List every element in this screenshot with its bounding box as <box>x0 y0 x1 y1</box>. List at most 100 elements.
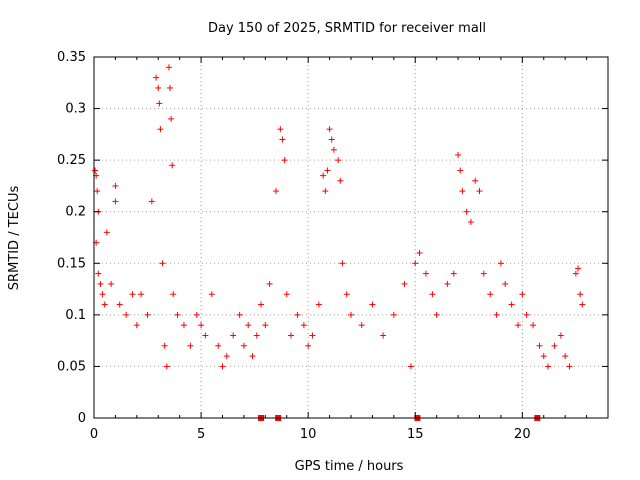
data-point <box>322 188 329 195</box>
data-point <box>545 363 552 370</box>
data-point <box>497 260 504 267</box>
data-point <box>444 280 451 287</box>
y-tick-label: 0.3 <box>65 102 86 117</box>
data-point <box>101 301 108 308</box>
data-point <box>326 126 333 133</box>
data-point <box>279 136 286 143</box>
x-axis-label: GPS time / hours <box>295 459 404 474</box>
data-point <box>99 291 106 298</box>
grid <box>94 57 608 418</box>
data-point <box>515 322 522 329</box>
data-point <box>262 322 269 329</box>
data-point <box>208 291 215 298</box>
x-tick-label: 0 <box>90 427 98 442</box>
data-point <box>168 115 175 122</box>
data-point <box>281 157 288 164</box>
data-point <box>240 342 247 349</box>
y-tick-label: 0.35 <box>57 50 86 65</box>
data-point <box>339 260 346 267</box>
data-point <box>129 291 136 298</box>
data-point <box>116 301 123 308</box>
data-point <box>487 291 494 298</box>
data-point <box>133 322 140 329</box>
plot-frame <box>93 56 609 419</box>
data-point <box>153 74 160 81</box>
data-point <box>167 84 174 91</box>
data-point <box>575 265 582 272</box>
data-point <box>523 311 530 318</box>
x-tick-label: 15 <box>407 427 424 442</box>
y-tick-label: 0.2 <box>65 205 86 220</box>
data-point <box>266 280 273 287</box>
y-axis-label: SRMTID / TECUs <box>7 186 22 291</box>
data-point <box>163 363 170 370</box>
data-point <box>467 219 474 226</box>
data-point <box>94 188 101 195</box>
data-point <box>103 229 110 236</box>
data-point <box>249 353 256 360</box>
data-point <box>328 136 335 143</box>
data-point <box>155 84 162 91</box>
x-tick-label: 10 <box>300 427 317 442</box>
data-point <box>112 182 119 189</box>
data-point <box>562 353 569 360</box>
data-point <box>390 311 397 318</box>
data-point <box>519 291 526 298</box>
data-point <box>148 198 155 205</box>
data-point <box>180 322 187 329</box>
data-point <box>476 188 483 195</box>
data-point <box>416 249 423 256</box>
data-point <box>95 270 102 277</box>
data-point <box>337 177 344 184</box>
data-point <box>324 167 331 174</box>
data-point <box>245 322 252 329</box>
data-point <box>407 363 414 370</box>
data-point <box>123 311 130 318</box>
data-point <box>236 311 243 318</box>
data-point <box>330 146 337 153</box>
y-axis-ticks: 0 0.05 0.1 0.15 0.2 0.25 0.3 0.35 <box>57 50 608 426</box>
data-point <box>108 280 115 287</box>
data-point <box>156 100 163 107</box>
data-point <box>187 342 194 349</box>
data-point <box>343 291 350 298</box>
data-point <box>530 322 537 329</box>
data-points <box>92 64 586 421</box>
data-point <box>193 311 200 318</box>
data-point <box>170 291 177 298</box>
data-point <box>223 353 230 360</box>
y-tick-label: 0.15 <box>57 256 86 271</box>
x-tick-label: 5 <box>197 427 205 442</box>
chart-title: Day 150 of 2025, SRMTID for receiver mal… <box>208 21 486 36</box>
data-point <box>112 198 119 205</box>
data-point <box>305 342 312 349</box>
data-point <box>540 353 547 360</box>
data-point <box>277 126 284 133</box>
data-point <box>97 280 104 287</box>
data-point <box>472 177 479 184</box>
data-point <box>380 332 387 339</box>
data-point <box>429 291 436 298</box>
data-point <box>502 280 509 287</box>
y-tick-label: 0.25 <box>57 153 86 168</box>
x-tick-label: 20 <box>514 427 531 442</box>
data-point <box>230 332 237 339</box>
data-point <box>138 291 145 298</box>
data-point <box>335 157 342 164</box>
data-point <box>508 301 515 308</box>
data-point <box>294 311 301 318</box>
data-point <box>412 260 419 267</box>
x-axis-ticks: 0 5 10 15 20 <box>90 57 588 442</box>
data-point <box>457 167 464 174</box>
data-point <box>463 208 470 215</box>
data-point <box>369 301 376 308</box>
data-point <box>198 322 205 329</box>
data-point <box>401 280 408 287</box>
data-point <box>358 322 365 329</box>
data-point <box>288 332 295 339</box>
y-tick-label: 0.05 <box>57 359 86 374</box>
y-tick-label: 0 <box>78 411 86 426</box>
data-point <box>161 342 168 349</box>
data-point <box>480 270 487 277</box>
